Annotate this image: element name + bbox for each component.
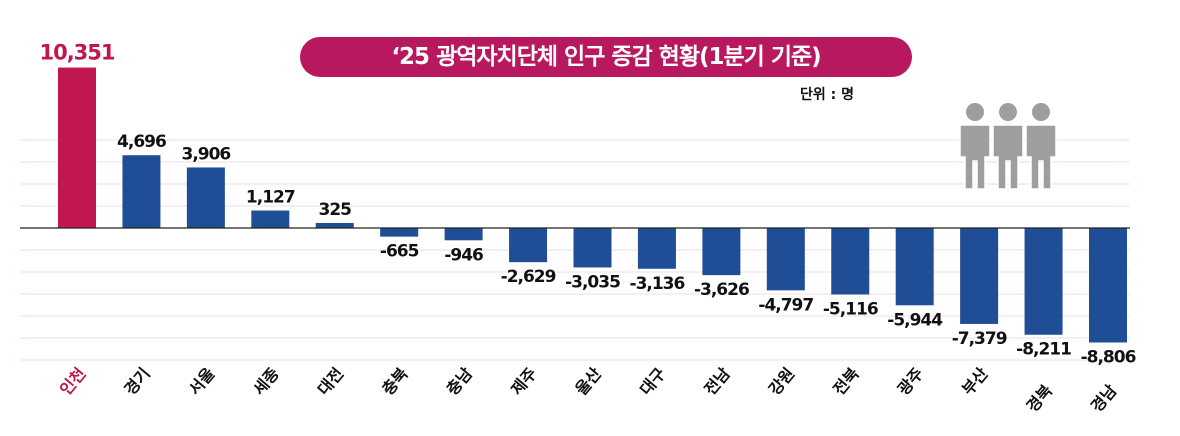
bar — [509, 228, 548, 263]
category-label: 경기 — [120, 364, 153, 399]
bar — [766, 228, 805, 291]
category-label: 대구 — [636, 364, 670, 399]
data-label: -5,944 — [887, 310, 943, 330]
data-label: 4,696 — [117, 132, 166, 152]
bar — [315, 222, 354, 228]
category-label: 경남 — [1087, 381, 1121, 416]
bar — [1024, 228, 1063, 335]
bar — [122, 155, 161, 228]
data-label: -4,797 — [758, 295, 813, 315]
data-label: -665 — [380, 242, 419, 262]
category-label: 세종 — [249, 364, 283, 399]
category-label: 부산 — [958, 364, 992, 399]
category-label: 광주 — [894, 364, 928, 399]
bar — [1089, 228, 1127, 343]
category-label: 강원 — [765, 364, 798, 399]
bar — [58, 67, 96, 228]
bar — [573, 228, 612, 268]
bar — [251, 210, 290, 228]
category-label: 제주 — [507, 364, 541, 399]
people-icon — [959, 103, 1057, 190]
bar — [380, 228, 419, 237]
data-label: 10,351 — [39, 41, 114, 65]
data-label: 3,906 — [181, 144, 230, 164]
data-label: -7,379 — [952, 329, 1007, 349]
category-label: 전남 — [700, 364, 734, 399]
data-label: 1,127 — [246, 188, 295, 208]
category-label: 서울 — [185, 364, 219, 399]
unit-label: 단위 : 명 — [800, 87, 854, 103]
data-label: -8,806 — [1081, 347, 1136, 367]
bar — [895, 228, 934, 306]
data-label: 325 — [319, 200, 352, 220]
category-label: 충남 — [443, 364, 477, 399]
bar — [444, 228, 483, 241]
data-label: -3,136 — [630, 274, 685, 294]
category-label: 울산 — [572, 364, 606, 399]
bar — [637, 228, 676, 269]
category-label: 인천 — [56, 364, 89, 399]
category-label: 경북 — [1023, 381, 1057, 416]
data-label: -8,211 — [1016, 340, 1071, 360]
category-label: 대전 — [314, 364, 347, 399]
data-label: -3,035 — [565, 272, 620, 292]
bar — [186, 167, 225, 228]
data-label: -946 — [444, 245, 483, 265]
category-label: 충북 — [378, 364, 412, 399]
bar — [831, 228, 870, 295]
data-label: -2,629 — [501, 267, 556, 287]
data-label: -3,626 — [694, 280, 749, 300]
bar — [960, 228, 999, 324]
data-label: -5,116 — [823, 300, 878, 320]
chart-title: ‘25 광역자치단체 인구 증감 현황(1분기 기준) — [300, 37, 912, 77]
category-label: 전북 — [829, 364, 863, 399]
bar — [702, 228, 741, 276]
